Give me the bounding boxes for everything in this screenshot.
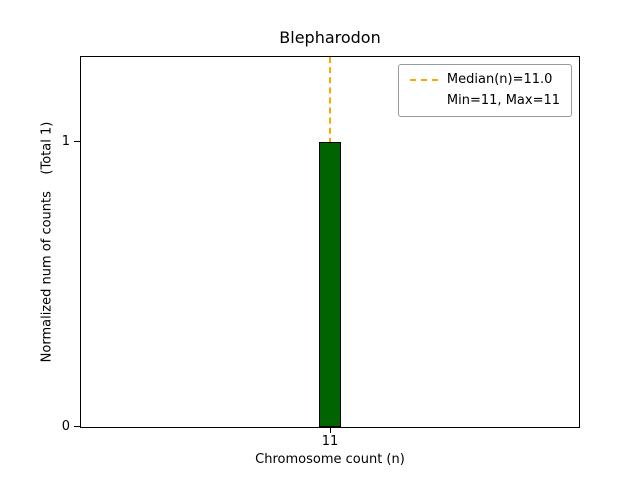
ytick-0-mark xyxy=(74,426,80,427)
xtick-11-label: 11 xyxy=(321,434,339,449)
bar xyxy=(319,142,341,427)
legend-label-median: Median(n)=11.0 xyxy=(446,72,553,87)
legend-item-minmax: Min=11, Max=11 xyxy=(410,93,560,109)
legend-item-median: Median(n)=11.0 xyxy=(409,72,560,88)
ytick-1-label: 1 xyxy=(61,134,70,150)
dashed-line-icon xyxy=(409,79,438,81)
ytick-1-mark xyxy=(74,141,80,143)
y-axis-label: Normalized num of counts (Total 1) xyxy=(39,121,55,363)
xtick-11-mark xyxy=(330,427,331,433)
ytick-0-label: 0 xyxy=(61,419,70,434)
plot-area: Median(n)=11.0 Min=11, Max=11 0 1 11 xyxy=(62,56,580,449)
legend-label-minmax: Min=11, Max=11 xyxy=(446,93,560,108)
legend-spacer xyxy=(410,100,438,102)
chart-title: Blepharodon xyxy=(279,28,381,47)
legend: Median(n)=11.0 Min=11, Max=11 xyxy=(397,64,572,117)
x-axis-label: Chromosome count (n) xyxy=(255,452,405,467)
